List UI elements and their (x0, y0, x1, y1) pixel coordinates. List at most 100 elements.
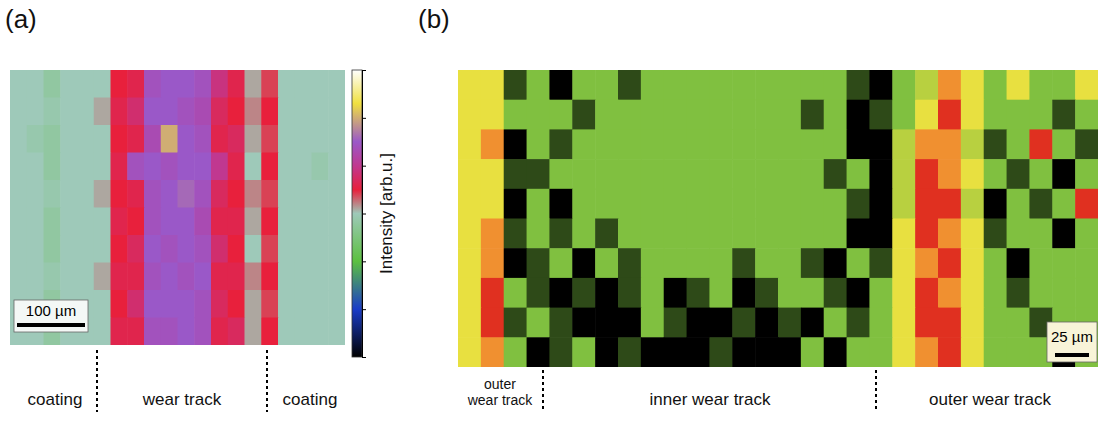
scale-bar-label: 25 µm (1051, 328, 1093, 345)
heatmap-cell (312, 290, 329, 318)
heatmap-cell (938, 189, 961, 219)
heatmap-cell (549, 159, 572, 189)
heatmap-cell (641, 308, 664, 338)
heatmap-cell (10, 98, 27, 126)
heatmap-cell (245, 318, 262, 346)
heatmap-cell (527, 278, 550, 308)
heatmap-cell (194, 235, 211, 263)
colorbar-tick-mark (362, 70, 366, 71)
heatmap-cell (709, 337, 732, 367)
heatmap-cell (641, 219, 664, 249)
heatmap-cell (527, 129, 550, 159)
heatmap-cell (915, 189, 938, 219)
heatmap-cell (801, 70, 824, 100)
heatmap-cell (60, 98, 77, 126)
heatmap-cell (10, 263, 27, 291)
heatmap-cell (278, 153, 295, 181)
heatmap-cell (228, 98, 245, 126)
heatmap-cell (77, 70, 94, 98)
heatmap-cell (328, 70, 345, 98)
heatmap-cell (211, 290, 228, 318)
heatmap-cell (504, 159, 527, 189)
heatmap-cell (892, 308, 915, 338)
heatmap-cell (892, 159, 915, 189)
heatmap-cell (641, 278, 664, 308)
heatmap-cell (211, 98, 228, 126)
region-divider (542, 370, 544, 412)
heatmap-cell (732, 70, 755, 100)
heatmap-cell (778, 70, 801, 100)
heatmap-cell (709, 189, 732, 219)
scale-bar-box (1047, 322, 1097, 362)
heatmap-cell (801, 100, 824, 130)
heatmap-cell (847, 337, 870, 367)
heatmap-cell (961, 129, 984, 159)
heatmap-cell (824, 248, 847, 278)
heatmap-cell (111, 125, 128, 153)
heatmap-cell (915, 70, 938, 100)
heatmap-cell (94, 153, 111, 181)
heatmap-cell (94, 70, 111, 98)
heatmap-cell (278, 290, 295, 318)
heatmap-cell (278, 208, 295, 236)
heatmap-cell (161, 98, 178, 126)
heatmap-cell (144, 318, 161, 346)
heatmap-cell (504, 248, 527, 278)
heatmap-cell (60, 125, 77, 153)
heatmap-cell (127, 208, 144, 236)
heatmap-cell (328, 235, 345, 263)
heatmap-cell (295, 153, 312, 181)
heatmap-cell (27, 125, 44, 153)
heatmap-cell (1007, 189, 1030, 219)
heatmap-cell (664, 248, 687, 278)
heatmap-cell (572, 219, 595, 249)
heatmap-cell (261, 263, 278, 291)
heatmap-cell (572, 100, 595, 130)
heatmap-cell (732, 337, 755, 367)
heatmap-cell (481, 219, 504, 249)
heatmap-cell (984, 129, 1007, 159)
heatmap-cell (1075, 189, 1098, 219)
heatmap-cell (687, 248, 710, 278)
heatmap-cell (641, 248, 664, 278)
heatmap-cell (595, 308, 618, 338)
colorbar-tick (362, 166, 366, 167)
heatmap-cell (687, 219, 710, 249)
heatmap-cell (847, 308, 870, 338)
heatmap-cell (77, 208, 94, 236)
heatmap-cell (572, 129, 595, 159)
heatmap-cell (915, 159, 938, 189)
heatmap-cell (194, 290, 211, 318)
heatmap-cell (1007, 219, 1030, 249)
heatmap-cell (211, 70, 228, 98)
heatmap-cell (869, 100, 892, 130)
heatmap-cell (961, 219, 984, 249)
heatmap-cell (144, 290, 161, 318)
heatmap-cell (278, 125, 295, 153)
heatmap-cell (458, 70, 481, 100)
heatmap-cell (641, 70, 664, 100)
heatmap-cell (892, 189, 915, 219)
colorbar (352, 70, 362, 357)
heatmap-cell (801, 129, 824, 159)
heatmap-cell (60, 153, 77, 181)
heatmap-cell (194, 125, 211, 153)
heatmap-cell (664, 159, 687, 189)
heatmap-cell (687, 100, 710, 130)
heatmap-cell (915, 129, 938, 159)
region-label: outerwear track (467, 376, 534, 408)
heatmap-cell (1029, 248, 1052, 278)
heatmap-cell (144, 153, 161, 181)
heatmap-cell (687, 129, 710, 159)
heatmap-cell (641, 159, 664, 189)
heatmap-cell (1075, 219, 1098, 249)
heatmap-cell (687, 278, 710, 308)
panel-label: (a) (5, 4, 37, 34)
heatmap-cell (60, 180, 77, 208)
heatmap-cell (312, 208, 329, 236)
heatmap-cell (44, 208, 61, 236)
heatmap-cell (572, 308, 595, 338)
heatmap-cell (824, 219, 847, 249)
heatmap-cell (481, 159, 504, 189)
heatmap-cell (10, 153, 27, 181)
